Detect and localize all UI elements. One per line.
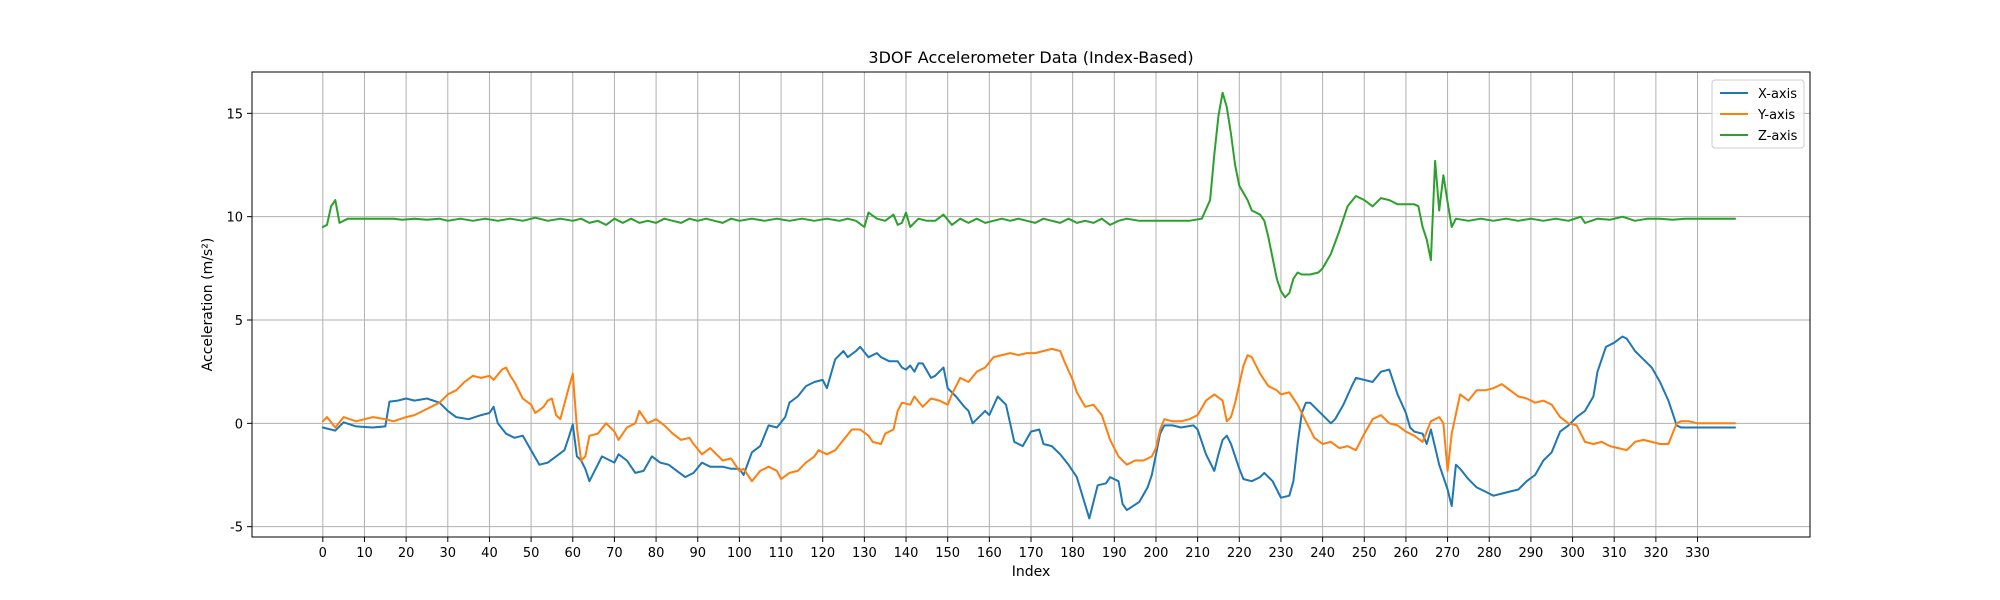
y-tick-label: 0 xyxy=(235,417,243,432)
x-tick-label: 220 xyxy=(1227,546,1252,561)
x-tick-label: 90 xyxy=(689,546,706,561)
series-line-z-axis xyxy=(321,91,1736,299)
x-tick-label: 260 xyxy=(1394,546,1419,561)
x-tick-label: 330 xyxy=(1685,546,1710,561)
x-tick-label: 40 xyxy=(481,546,498,561)
x-tick-label: 120 xyxy=(810,546,835,561)
y-tick-label: -5 xyxy=(230,521,243,536)
x-tick-label: 190 xyxy=(1102,546,1127,561)
x-tick-label: 140 xyxy=(894,546,919,561)
series-line-x-axis xyxy=(321,335,1736,520)
x-tick-label: 60 xyxy=(564,546,581,561)
x-tick-label: 250 xyxy=(1352,546,1377,561)
x-tick-label: 100 xyxy=(727,546,752,561)
series-lines xyxy=(321,91,1736,520)
x-tick-label: 130 xyxy=(852,546,877,561)
x-tick-label: 240 xyxy=(1310,546,1335,561)
legend-box xyxy=(1711,79,1805,149)
x-tick-label: 110 xyxy=(769,546,794,561)
x-tick-label: 30 xyxy=(440,546,457,561)
x-tick-label: 180 xyxy=(1060,546,1085,561)
x-tick-label: 290 xyxy=(1518,546,1543,561)
y-tick-label: 5 xyxy=(235,314,243,329)
legend-label-z-axis: Z-axis xyxy=(1758,129,1798,144)
chart-title: 3DOF Accelerometer Data (Index-Based) xyxy=(868,48,1193,67)
x-tick-label: 150 xyxy=(935,546,960,561)
axis-ticks: 0 10 20 30 40 50 60 70 80 90 100 110 120 130 140 150 160… xyxy=(226,107,1709,561)
y-tick-label: 15 xyxy=(226,107,243,122)
x-tick-label: 10 xyxy=(356,546,373,561)
x-tick-label: 280 xyxy=(1477,546,1502,561)
y-tick-label: 10 xyxy=(226,211,243,226)
legend-label-y-axis: Y-axis xyxy=(1757,108,1795,123)
y-axis-label: Acceleration (m/s²) xyxy=(200,238,216,372)
legend-label-x-axis: X-axis xyxy=(1758,87,1797,102)
legend: X-axis Y-axis Z-axis xyxy=(1711,79,1805,149)
plot-frame xyxy=(251,71,1811,538)
grid xyxy=(252,72,1810,537)
x-tick-label: 310 xyxy=(1602,546,1627,561)
x-tick-label: 80 xyxy=(648,546,665,561)
series-line-y-axis xyxy=(321,347,1736,483)
x-tick-label: 300 xyxy=(1560,546,1585,561)
x-axis-label: Index xyxy=(1012,564,1051,580)
x-tick-label: 70 xyxy=(606,546,623,561)
x-tick-label: 160 xyxy=(977,546,1002,561)
x-tick-label: 50 xyxy=(523,546,540,561)
x-tick-label: 170 xyxy=(1019,546,1044,561)
x-tick-label: 210 xyxy=(1185,546,1210,561)
x-tick-label: 230 xyxy=(1269,546,1294,561)
x-tick-label: 270 xyxy=(1435,546,1460,561)
x-tick-label: 320 xyxy=(1643,546,1668,561)
x-tick-label: 200 xyxy=(1144,546,1169,561)
x-tick-label: 0 xyxy=(319,546,327,561)
x-tick-label: 20 xyxy=(398,546,415,561)
